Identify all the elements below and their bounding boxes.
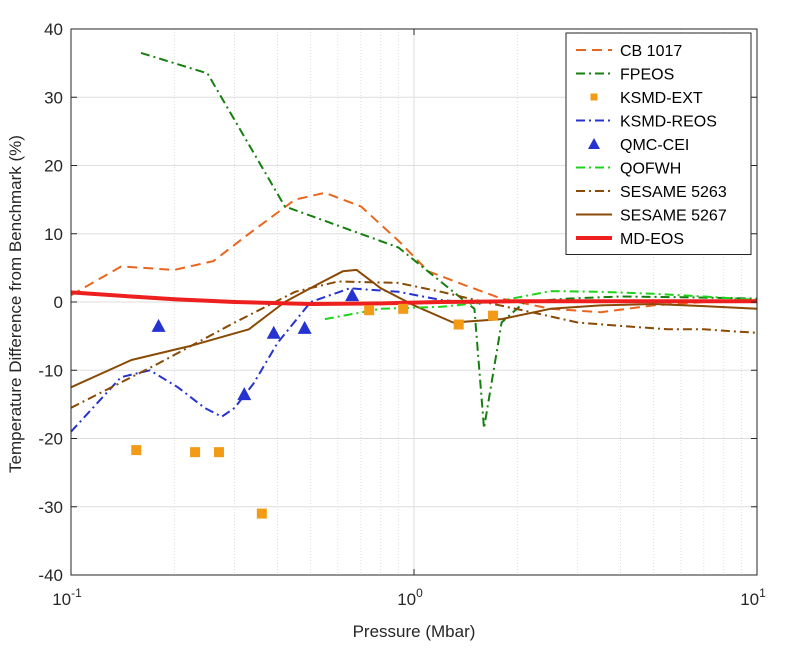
- ticks: -40 -30 -20 -10 0 10 20 30 40 10-1 100 101: [38, 20, 766, 609]
- legend-label-fpeos: FPEOS: [620, 67, 674, 84]
- marker-ksmd-ext: [398, 303, 409, 314]
- x-tick-label: 100: [397, 586, 423, 609]
- legend-label-md-eos: MD-EOS: [620, 231, 684, 248]
- y-axis-title: Temperature Difference from Benchmark (%…: [6, 135, 25, 473]
- legend: CB 1017 FPEOS KSMD-EXT KSMD-REOS QMC-CEI QOFW…: [565, 32, 752, 255]
- line-fpeos: [140, 51, 758, 430]
- x-tick-label: 101: [740, 586, 766, 609]
- legend-marker-ksmd-ext: [590, 93, 598, 101]
- legend-label-ksmd-reos: KSMD-REOS: [620, 114, 717, 131]
- y-tick-label: -40: [38, 566, 63, 585]
- legend-label-ksmd-ext: KSMD-EXT: [620, 90, 703, 107]
- marker-ksmd-ext: [488, 310, 499, 321]
- legend-label-cb-1017: CB 1017: [620, 43, 682, 60]
- marker-qmc-cei: [151, 318, 166, 332]
- line-cb-1017: [70, 191, 758, 314]
- y-tick-label: 20: [44, 157, 63, 176]
- marker-qmc-cei: [297, 320, 312, 334]
- legend-label-qmc-cei: QMC-CEI: [620, 137, 689, 154]
- marker-ksmd-ext: [256, 508, 267, 519]
- legend-label-sesame-5263: SESAME 5263: [620, 184, 727, 201]
- marker-qmc-cei: [266, 325, 281, 339]
- x-tick-label: 10-1: [52, 586, 82, 609]
- line-md-eos: [70, 290, 757, 306]
- y-tick-label: 10: [44, 225, 63, 244]
- legend-label-qofwh: QOFWH: [620, 161, 681, 178]
- marker-ksmd-ext: [453, 319, 464, 330]
- y-tick-label: 0: [54, 293, 63, 312]
- legend-marker-qmc-cei: [588, 138, 600, 149]
- y-tick-label: 40: [44, 20, 63, 39]
- x-axis-title: Pressure (Mbar): [353, 622, 476, 641]
- line-sesame-5267: [70, 268, 758, 389]
- marker-ksmd-ext: [364, 305, 375, 316]
- marker-ksmd-ext: [131, 445, 142, 456]
- legend-label-sesame-5267: SESAME 5267: [620, 208, 727, 225]
- y-tick-label: -30: [38, 498, 63, 517]
- marker-ksmd-ext: [190, 447, 201, 458]
- marker-qmc-cei: [237, 387, 252, 401]
- series-layer: [70, 51, 758, 519]
- y-tick-label: 30: [44, 88, 63, 107]
- y-tick-label: -20: [38, 430, 63, 449]
- marker-ksmd-ext: [213, 447, 224, 458]
- line-ksmd-reos: [70, 287, 485, 433]
- marker-qmc-cei: [345, 288, 360, 302]
- y-tick-label: -10: [38, 361, 63, 380]
